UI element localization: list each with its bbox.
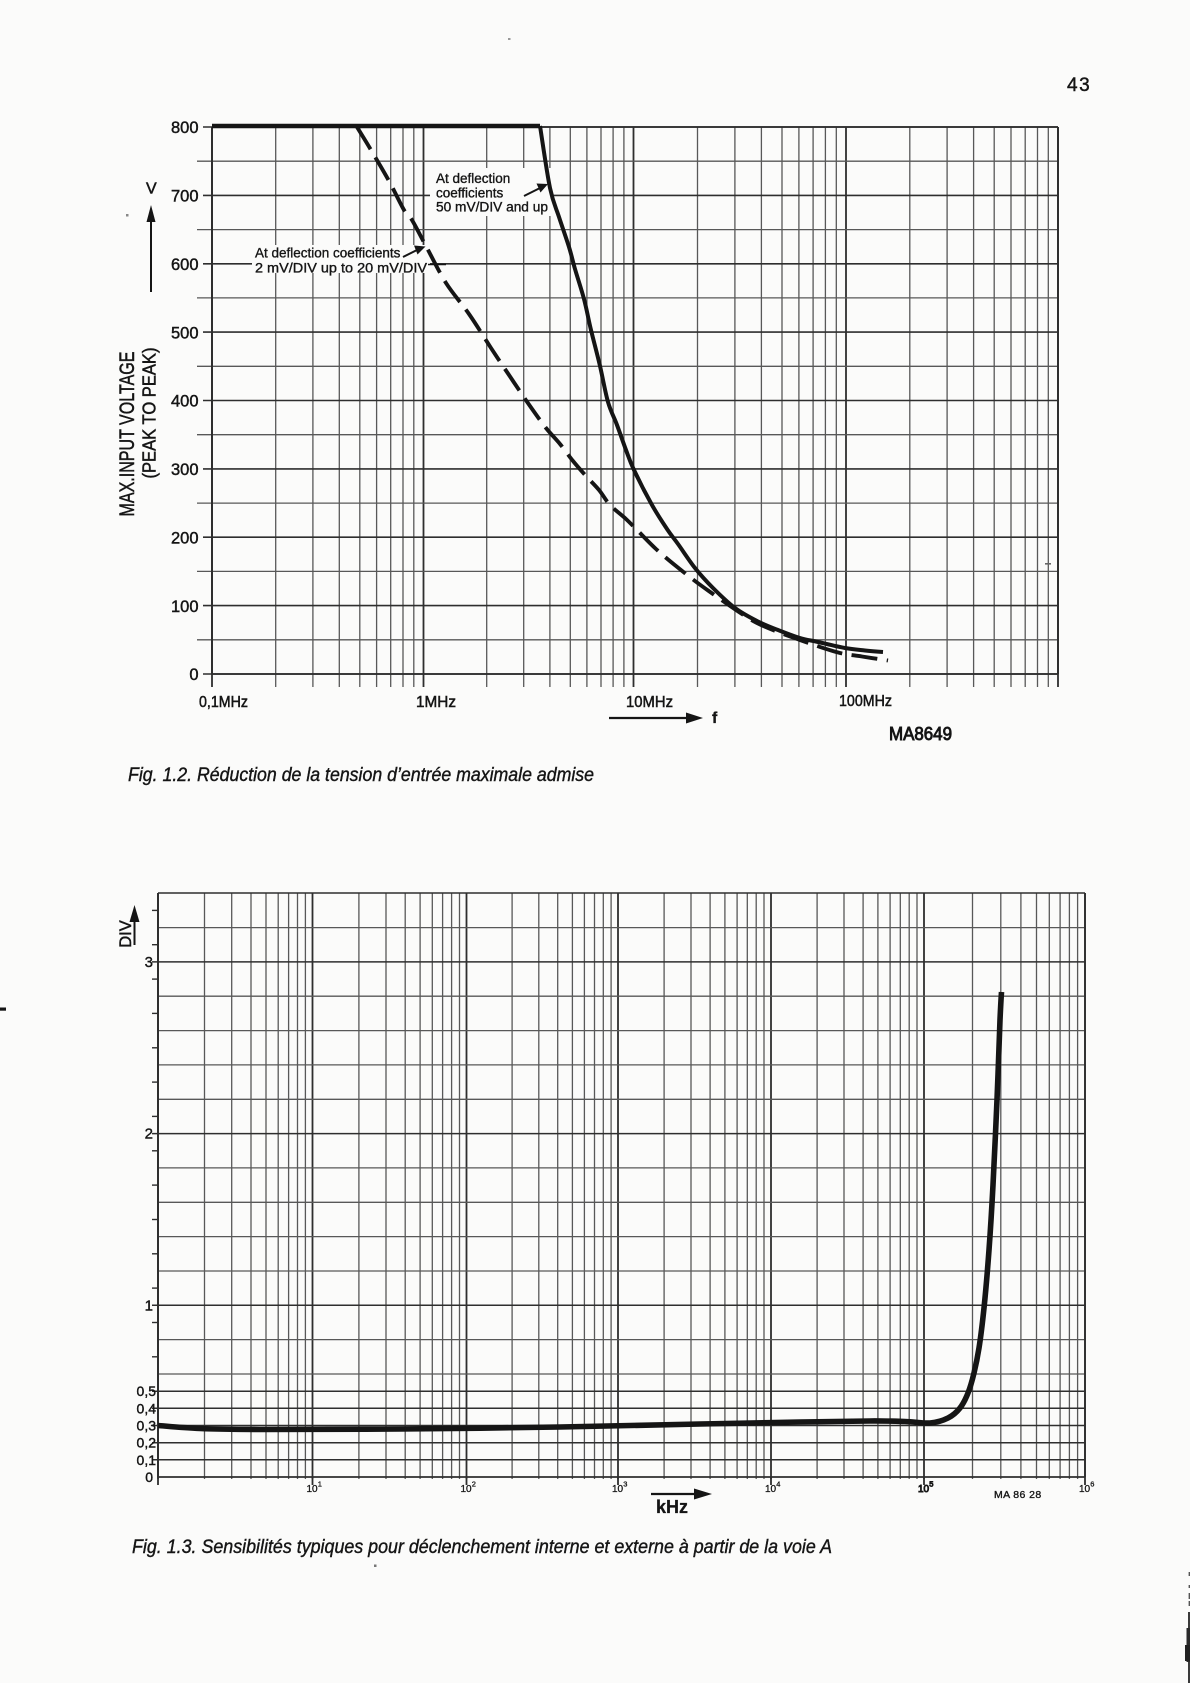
svg-text:MA 86 28: MA 86 28	[994, 1489, 1042, 1501]
svg-text:MAX.INPUT VOLTAGE: MAX.INPUT VOLTAGE	[116, 352, 139, 517]
svg-text:coefficients: coefficients	[436, 186, 504, 201]
svg-text:0,4: 0,4	[137, 1400, 157, 1416]
svg-text:0: 0	[145, 1469, 153, 1485]
svg-text:1MHz: 1MHz	[416, 694, 456, 711]
svg-text:f: f	[712, 710, 718, 727]
svg-text:6: 6	[1090, 1480, 1094, 1489]
svg-text:10: 10	[1079, 1484, 1091, 1495]
svg-text:DIV: DIV	[117, 920, 135, 948]
svg-text:2: 2	[472, 1480, 476, 1489]
svg-text:0,2: 0,2	[137, 1435, 157, 1451]
svg-text:2: 2	[145, 1126, 153, 1143]
svg-text:(PEAK TO PEAK): (PEAK TO PEAK)	[139, 348, 160, 479]
svg-text:0,5: 0,5	[137, 1383, 157, 1399]
svg-text:2 mV/DIV up to 20 mV/DIV: 2 mV/DIV up to 20 mV/DIV	[255, 261, 427, 276]
svg-text:100: 100	[171, 598, 199, 616]
svg-text:3: 3	[145, 954, 153, 971]
svg-text:200: 200	[171, 530, 199, 548]
svg-text:MA8649: MA8649	[889, 724, 952, 744]
svg-text:V: V	[146, 181, 157, 198]
svg-text:10: 10	[612, 1484, 624, 1495]
svg-text:At deflection: At deflection	[436, 171, 510, 186]
svg-text:Fig. 1.3. Sensibilités typique: Fig. 1.3. Sensibilités typiques pour déc…	[132, 1536, 832, 1558]
svg-text:0,1MHz: 0,1MHz	[199, 694, 248, 711]
svg-text:10: 10	[461, 1484, 473, 1495]
svg-text:700: 700	[171, 188, 199, 206]
svg-text:0,3: 0,3	[137, 1418, 157, 1434]
svg-text:300: 300	[171, 461, 199, 479]
svg-text:Fig. 1.2. Réduction de la tens: Fig. 1.2. Réduction de la tension d’entr…	[128, 764, 594, 786]
svg-text:400: 400	[171, 393, 199, 411]
svg-text:kHz: kHz	[656, 1497, 688, 1517]
svg-text:0,1: 0,1	[137, 1452, 157, 1468]
svg-text:10MHz: 10MHz	[626, 694, 673, 711]
svg-text:1: 1	[145, 1297, 153, 1314]
svg-text:43: 43	[1067, 75, 1091, 96]
svg-text:10: 10	[765, 1484, 777, 1495]
svg-text:50 mV/DIV and up: 50 mV/DIV and up	[436, 200, 548, 215]
svg-text:5: 5	[929, 1480, 933, 1489]
svg-text:600: 600	[171, 256, 199, 274]
svg-text:800: 800	[171, 119, 199, 137]
svg-text:0: 0	[189, 666, 198, 684]
svg-text:100MHz: 100MHz	[839, 693, 892, 710]
svg-text:1: 1	[318, 1480, 322, 1489]
svg-text:3: 3	[623, 1480, 627, 1489]
svg-text:At deflection coefficients: At deflection coefficients	[255, 246, 401, 261]
svg-text:10: 10	[307, 1484, 319, 1495]
svg-text:500: 500	[171, 324, 199, 342]
svg-text:4: 4	[776, 1480, 780, 1489]
svg-text:10: 10	[918, 1484, 930, 1495]
